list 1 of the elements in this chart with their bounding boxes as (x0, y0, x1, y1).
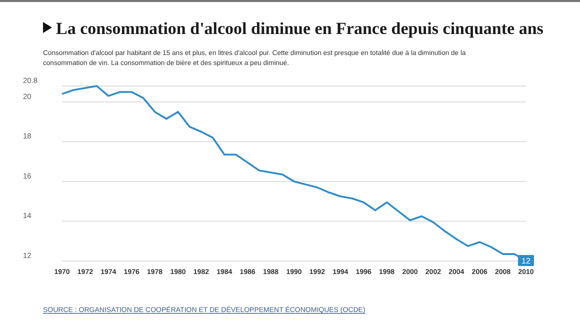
chart-title: La consommation d'alcool diminue en France depuis cinquante ans (56, 19, 544, 38)
